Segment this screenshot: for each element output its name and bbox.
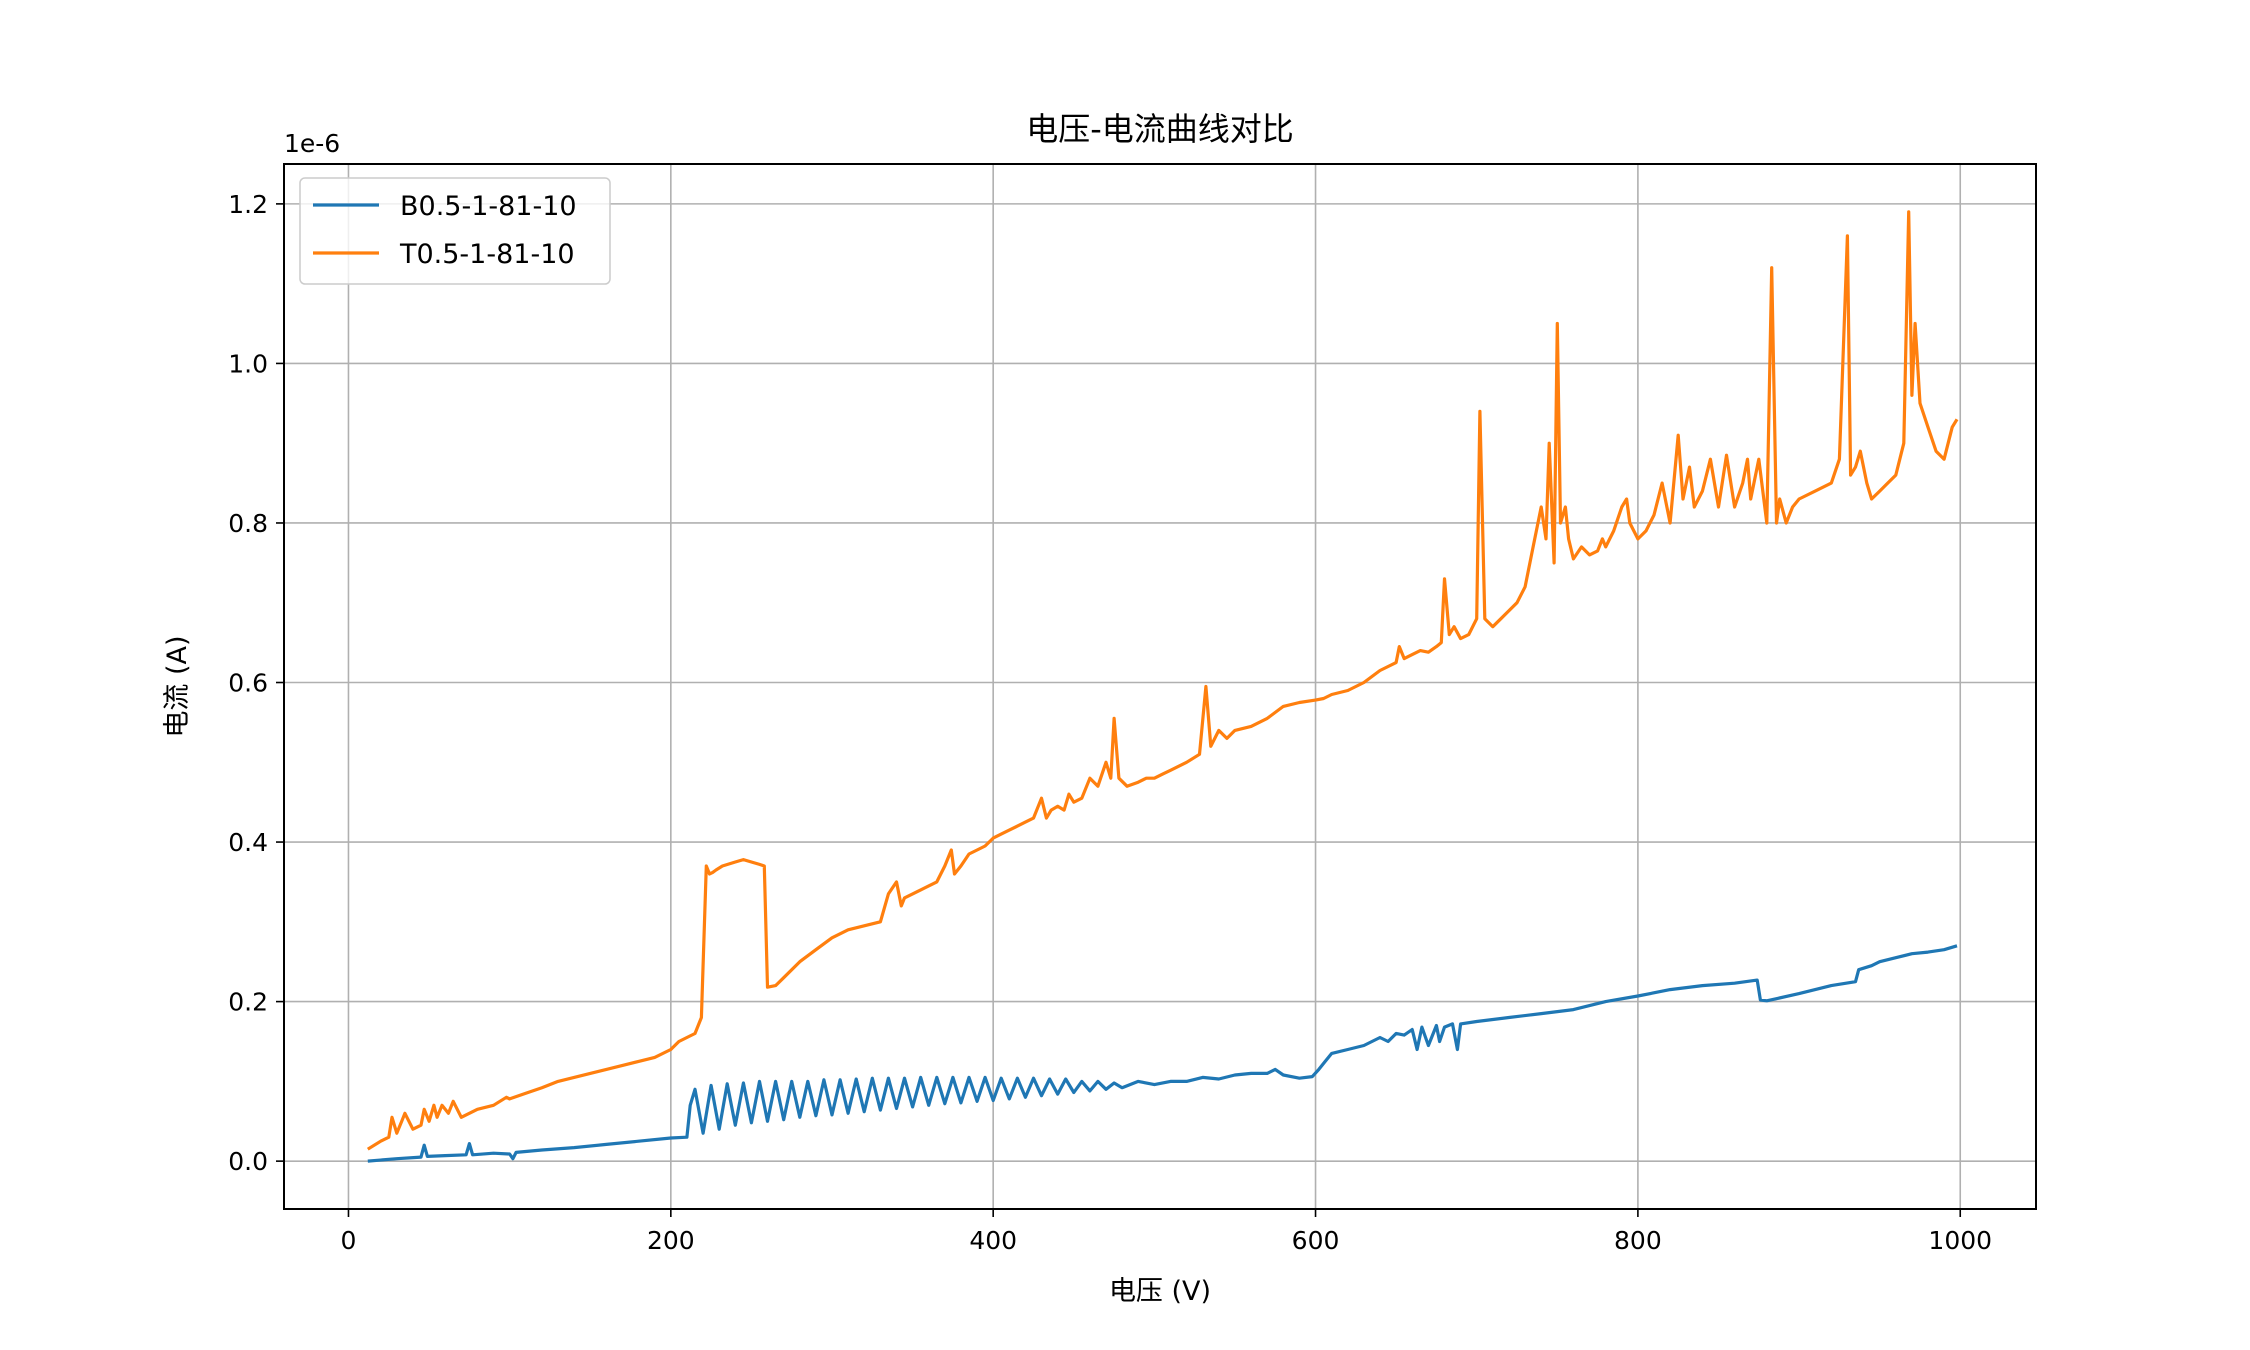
y-axis-label: 电流 (A) [162, 635, 193, 737]
series-line-1 [366, 210, 1959, 1151]
y-tick-label: 0.8 [228, 509, 268, 538]
x-tick-label: 800 [1614, 1226, 1662, 1255]
x-axis-label: 电压 (V) [1109, 1276, 1211, 1307]
legend-label-b-series: B0.5-1-81-10 [400, 191, 577, 222]
plot-frame [283, 163, 2037, 1210]
grid-lines [284, 164, 2036, 1209]
x-tick-label: 400 [969, 1226, 1017, 1255]
y-tick-label: 0.2 [228, 988, 268, 1017]
x-tick-label: 200 [647, 1226, 695, 1255]
x-tick-label: 0 [341, 1226, 357, 1255]
y-tick-label: 0.0 [228, 1147, 268, 1176]
x-tick-label: 1000 [1928, 1226, 1992, 1255]
series-line-0 [367, 944, 1958, 1163]
y-tick-label: 0.4 [228, 828, 268, 857]
chart-title: 电压-电流曲线对比 [1026, 110, 1294, 148]
y-tick-label: 0.6 [228, 669, 268, 698]
legend-label-t-series: T0.5-1-81-10 [399, 239, 575, 270]
x-tick-label: 600 [1292, 1226, 1340, 1255]
y-tick-label: 1.0 [228, 349, 268, 378]
axis-ticks: 0 200 400 600 800 1000 0.0 0.2 0.4 0.6 0.8 1.0 1.2 [228, 190, 1992, 1255]
y-tick-label: 1.2 [228, 190, 268, 219]
legend: B0.5-1-81-10 T0.5-1-81-10 [299, 177, 611, 285]
y-axis-offset-label: 1e-6 [284, 129, 340, 158]
series-lines [366, 210, 1959, 1163]
